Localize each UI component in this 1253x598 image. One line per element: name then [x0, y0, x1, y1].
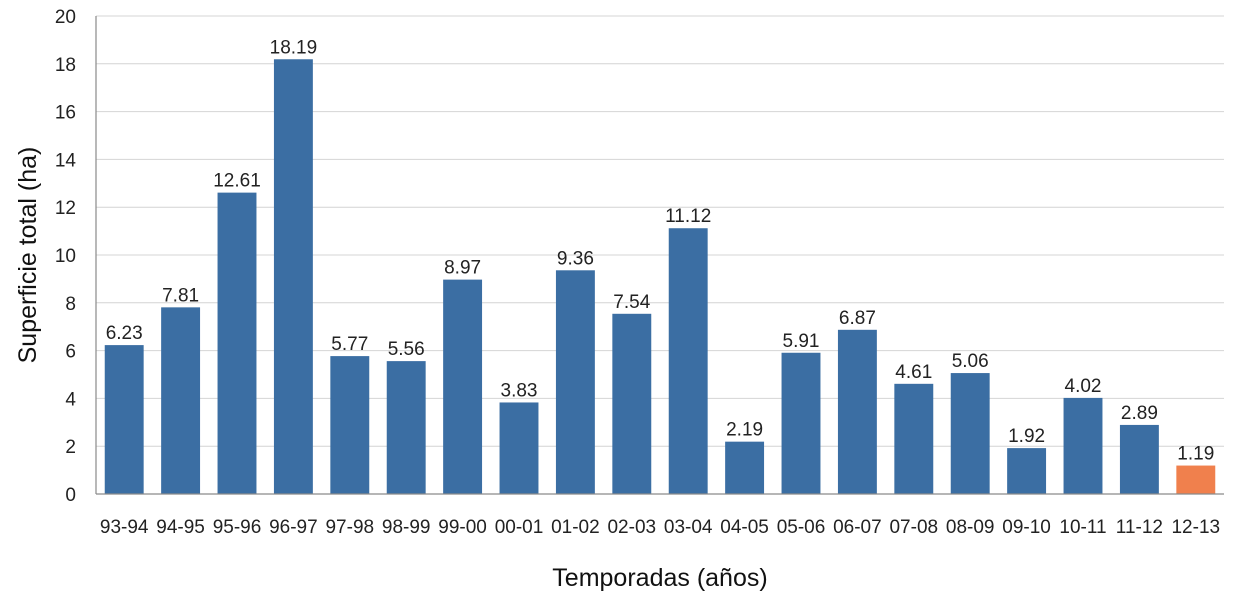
data-label: 4.61 [895, 362, 932, 383]
bar-99-00 [443, 279, 483, 494]
x-tick-label: 05-06 [777, 517, 826, 538]
x-tick-label: 06-07 [833, 517, 882, 538]
data-label: 4.02 [1065, 376, 1102, 397]
bar-04-05 [725, 441, 765, 494]
data-label: 1.19 [1177, 444, 1214, 465]
data-label: 5.77 [331, 334, 368, 355]
data-label: 6.87 [839, 308, 876, 329]
bar-94-95 [161, 307, 201, 494]
bar-93-94 [104, 345, 144, 494]
data-label: 7.54 [613, 292, 650, 313]
bar-95-96 [217, 192, 257, 494]
bar-96-97 [273, 59, 313, 494]
x-tick-label: 03-04 [664, 517, 713, 538]
x-tick-label: 04-05 [720, 517, 769, 538]
y-tick-label: 6 [65, 342, 76, 363]
bar-11-12 [1119, 424, 1159, 494]
x-tick-label: 11-12 [1116, 517, 1163, 538]
data-label: 2.19 [726, 420, 763, 441]
data-label: 6.23 [106, 323, 143, 344]
x-tick-label: 07-08 [889, 517, 938, 538]
x-tick-label: 96-97 [269, 517, 318, 538]
bars [104, 59, 1216, 494]
data-label: 5.91 [783, 331, 820, 352]
bar-03-04 [668, 228, 708, 494]
x-tick-label: 99-00 [438, 517, 487, 538]
data-label: 7.81 [162, 285, 199, 306]
y-tick-label: 20 [55, 7, 76, 28]
bar-12-13 [1176, 465, 1216, 494]
data-label: 5.06 [952, 351, 989, 372]
x-tick-label: 98-99 [382, 517, 431, 538]
data-label: 8.97 [444, 258, 481, 279]
bar-10-11 [1063, 397, 1103, 494]
data-label: 12.61 [213, 171, 261, 192]
x-axis-ticks: 93-94 94-95 95-96 96-97 97-98 98-99 99-00 00-01… [100, 517, 1220, 538]
x-tick-label: 97-98 [325, 517, 374, 538]
bar-09-10 [1007, 448, 1047, 494]
y-tick-label: 16 [55, 103, 76, 124]
x-tick-label: 02-03 [607, 517, 656, 538]
x-tick-label: 08-09 [946, 517, 995, 538]
y-tick-label: 12 [55, 198, 76, 219]
data-label: 5.56 [388, 339, 425, 360]
bar-01-02 [555, 270, 595, 494]
x-axis-title: Temporadas (años) [552, 564, 767, 592]
y-tick-label: 2 [65, 437, 76, 458]
bar-06-07 [837, 329, 877, 494]
data-label: 9.36 [557, 248, 594, 269]
x-tick-label: 93-94 [100, 517, 149, 538]
bar-97-98 [330, 356, 370, 494]
data-label: 11.12 [665, 206, 711, 227]
y-axis-title: Superficie total (ha) [14, 147, 42, 364]
bar-05-06 [781, 352, 821, 494]
bar-02-03 [612, 313, 652, 494]
data-labels: 6.23 7.81 12.61 18.19 5.77 5.56 8.97 3.83 9.36 7.… [106, 37, 1215, 464]
x-tick-label: 00-01 [495, 517, 544, 538]
bar-07-08 [894, 383, 934, 494]
x-tick-label: 95-96 [213, 517, 262, 538]
bar-00-01 [499, 402, 539, 494]
x-tick-label: 10-11 [1059, 517, 1106, 538]
y-tick-label: 14 [55, 150, 77, 171]
y-tick-label: 4 [65, 389, 76, 410]
bar-08-09 [950, 373, 990, 494]
data-label: 2.89 [1121, 403, 1158, 424]
y-tick-label: 8 [65, 294, 76, 315]
x-tick-label: 09-10 [1002, 517, 1051, 538]
y-axis-ticks: 0 2 4 6 8 10 12 14 16 18 20 [55, 7, 77, 506]
x-tick-label: 12-13 [1171, 517, 1220, 538]
data-label: 1.92 [1008, 426, 1045, 447]
grid-lines [96, 15, 1224, 447]
bar-98-99 [386, 361, 426, 494]
x-tick-label: 01-02 [551, 517, 600, 538]
y-tick-label: 10 [55, 246, 76, 267]
y-tick-label: 18 [55, 55, 76, 76]
data-label: 3.83 [501, 380, 538, 401]
y-tick-label: 0 [65, 485, 76, 506]
x-tick-label: 94-95 [156, 517, 205, 538]
data-label: 18.19 [270, 37, 318, 58]
